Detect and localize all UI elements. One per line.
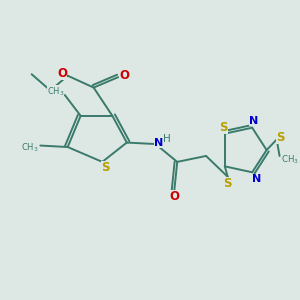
Text: N: N bbox=[154, 138, 164, 148]
Text: O: O bbox=[57, 67, 67, 80]
Text: S: S bbox=[101, 161, 110, 174]
Text: N: N bbox=[252, 174, 261, 184]
Text: O: O bbox=[119, 69, 130, 82]
Text: H: H bbox=[163, 134, 170, 144]
Text: O: O bbox=[169, 190, 179, 203]
Text: S: S bbox=[224, 177, 232, 190]
Text: S: S bbox=[276, 131, 284, 144]
Text: S: S bbox=[219, 121, 228, 134]
Text: N: N bbox=[249, 116, 258, 126]
Text: CH$_3$: CH$_3$ bbox=[21, 142, 39, 154]
Text: CH$_3$: CH$_3$ bbox=[47, 85, 64, 98]
Text: CH$_3$: CH$_3$ bbox=[281, 153, 298, 166]
